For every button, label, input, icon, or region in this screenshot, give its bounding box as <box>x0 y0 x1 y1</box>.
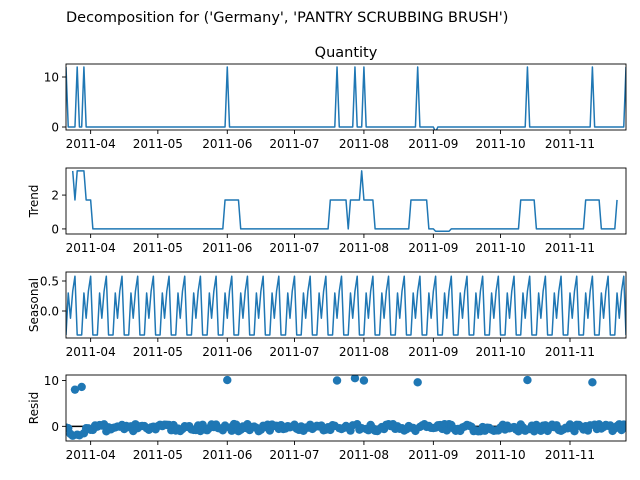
xtick-label-resid: 2011-06 <box>202 448 252 462</box>
ytick-label-seasonal: 0.5 <box>40 275 59 289</box>
xtick-label-resid: 2011-04 <box>66 448 116 462</box>
line-seasonal <box>66 275 626 336</box>
ytick-label-resid: 10 <box>44 374 59 388</box>
series-resid <box>66 375 626 440</box>
xtick-label-seasonal: 2011-10 <box>475 345 525 359</box>
xtick-label-resid: 2011-08 <box>339 448 389 462</box>
ylabel-seasonal: Seasonal <box>27 278 41 332</box>
ytick-label-observed: 0 <box>51 121 59 135</box>
series-trend <box>71 170 618 233</box>
xtick-label-resid: 2011-10 <box>475 448 525 462</box>
xtick-label-observed: 2011-08 <box>339 137 389 151</box>
resid-point <box>77 382 86 392</box>
xtick-label-observed: 2011-06 <box>202 137 252 151</box>
resid-point <box>223 375 232 385</box>
resid-point <box>570 426 579 436</box>
panel-title-observed: Quantity <box>315 45 378 61</box>
xtick-label-seasonal: 2011-08 <box>339 345 389 359</box>
xtick-label-resid: 2011-05 <box>133 448 183 462</box>
xtick-label-trend: 2011-06 <box>202 241 252 255</box>
series-observed <box>66 66 626 130</box>
xtick-label-trend: 2011-08 <box>339 241 389 255</box>
axes-frame-trend <box>65 167 627 235</box>
series-seasonal <box>66 275 626 336</box>
ytick-label-trend: 2 <box>51 189 59 203</box>
xtick-label-observed: 2011-05 <box>133 137 183 151</box>
axes-frame-seasonal <box>65 271 627 339</box>
line-trend <box>71 170 618 233</box>
resid-point <box>332 376 342 385</box>
xtick-label-observed: 2011-10 <box>475 137 525 151</box>
panels-group: Quantity 0 10 2011-04 2011-05 2011-06 2011-07 2… <box>27 45 627 462</box>
ylabel-resid: Resid <box>27 392 41 424</box>
line-observed <box>66 66 626 130</box>
xtick-label-trend: 2011-05 <box>133 241 183 255</box>
xtick-label-seasonal: 2011-09 <box>408 345 458 359</box>
figure-title: Decomposition for ('Germany', 'PANTRY SC… <box>66 10 508 26</box>
xtick-label-trend: 2011-09 <box>408 241 458 255</box>
xtick-label-observed: 2011-09 <box>408 137 458 151</box>
xtick-label-trend: 2011-04 <box>66 241 116 255</box>
xtick-label-observed: 2011-04 <box>66 137 116 151</box>
xtick-label-seasonal: 2011-07 <box>269 345 319 359</box>
panel-observed: Quantity 0 10 2011-04 2011-05 2011-06 2011-07 2… <box>44 45 627 151</box>
xtick-label-seasonal: 2011-04 <box>66 345 116 359</box>
resid-point <box>70 385 80 394</box>
ylabel-trend: Trend <box>27 185 41 219</box>
xtick-label-seasonal: 2011-05 <box>133 345 183 359</box>
xtick-label-observed: 2011-07 <box>269 137 319 151</box>
xtick-label-resid: 2011-09 <box>408 448 458 462</box>
xtick-label-trend: 2011-11 <box>545 241 595 255</box>
ytick-label-seasonal: 0.0 <box>40 305 59 319</box>
resid-point <box>621 423 626 432</box>
xtick-label-seasonal: 2011-06 <box>202 345 252 359</box>
resid-point <box>413 378 422 387</box>
resid-point <box>227 426 236 435</box>
ytick-label-resid: 0 <box>51 420 59 434</box>
resid-point <box>350 375 360 383</box>
panel-resid: Resid 0 10 2011-04 2011-05 2011-06 2011-07 2011… <box>27 374 627 462</box>
resid-point <box>588 378 597 387</box>
axes-frame-observed <box>65 63 627 131</box>
xtick-label-trend: 2011-10 <box>475 241 525 255</box>
resid-point <box>523 375 532 385</box>
resid-point <box>359 376 369 385</box>
ytick-label-trend: 0 <box>51 222 59 236</box>
xtick-label-trend: 2011-07 <box>269 241 319 255</box>
xtick-label-resid: 2011-07 <box>269 448 319 462</box>
xtick-label-observed: 2011-11 <box>545 137 595 151</box>
xtick-label-resid: 2011-11 <box>545 448 595 462</box>
axes-frame-resid <box>65 374 627 442</box>
ytick-label-observed: 10 <box>44 71 59 85</box>
panel-trend: Trend 0 2 2011-04 2011-05 2011-06 2011-07 2011-… <box>27 167 627 255</box>
xtick-label-seasonal: 2011-11 <box>545 345 595 359</box>
